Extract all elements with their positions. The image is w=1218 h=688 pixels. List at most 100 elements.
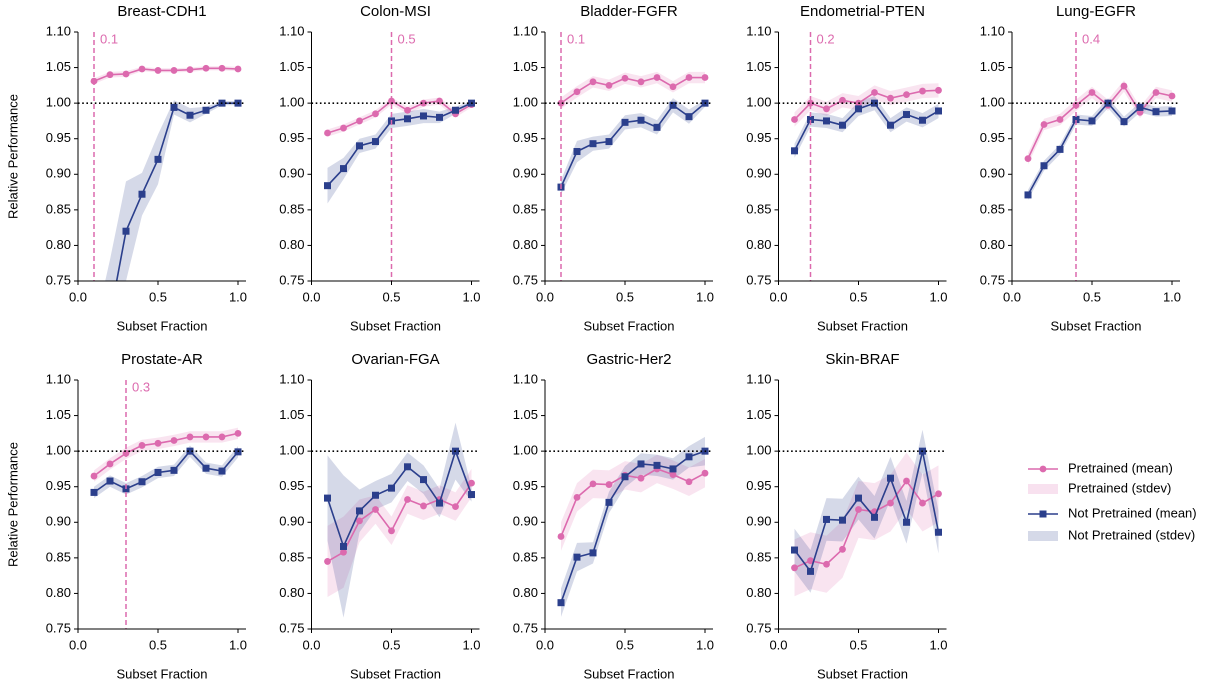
point bbox=[122, 227, 130, 235]
point bbox=[436, 113, 443, 121]
y-tick-label: 1.05 bbox=[513, 59, 538, 74]
point bbox=[1088, 117, 1096, 125]
y-tick-label: 0.95 bbox=[46, 130, 71, 145]
legend-patch bbox=[1028, 484, 1058, 494]
point bbox=[1072, 116, 1080, 124]
point bbox=[1168, 107, 1176, 115]
point bbox=[669, 83, 677, 91]
y-tick-label: 0.95 bbox=[279, 130, 304, 145]
y-tick-label: 0.90 bbox=[746, 514, 771, 529]
mean-line bbox=[327, 482, 473, 563]
x-tick-label: 1.0 bbox=[1163, 289, 1181, 304]
threshold-label: 0.5 bbox=[398, 31, 416, 46]
plot-area bbox=[557, 71, 709, 195]
panel: Bladder-FGFR 0.75 0.80 0.85 0.90 0.95 1.00 1.05… bbox=[513, 3, 714, 333]
point bbox=[154, 439, 162, 447]
plot-area bbox=[90, 64, 242, 281]
y-tick-label: 0.75 bbox=[46, 620, 71, 635]
panel: Ovarian-FGA 0.75 0.80 0.85 0.90 0.95 1.00 1.05 1… bbox=[279, 351, 480, 681]
stdev-band bbox=[794, 96, 939, 158]
y-axis-label: Relative Performance bbox=[5, 94, 20, 219]
y-tick-label: 0.80 bbox=[746, 585, 771, 600]
point bbox=[218, 467, 226, 475]
plot-area bbox=[791, 83, 942, 158]
point bbox=[887, 94, 894, 102]
point bbox=[340, 124, 347, 132]
point bbox=[605, 138, 613, 146]
point bbox=[356, 117, 363, 125]
mean-line bbox=[326, 448, 473, 549]
point bbox=[436, 499, 443, 507]
y-tick-label: 1.05 bbox=[46, 59, 71, 74]
point bbox=[324, 494, 331, 502]
point bbox=[807, 557, 814, 565]
point bbox=[637, 474, 645, 482]
point bbox=[807, 99, 814, 107]
point bbox=[669, 471, 677, 479]
point bbox=[839, 96, 846, 104]
point bbox=[324, 129, 331, 137]
point bbox=[621, 473, 629, 481]
y-tick-label: 0.85 bbox=[746, 201, 771, 216]
y-tick-label: 1.00 bbox=[746, 443, 771, 458]
stdev-band bbox=[561, 436, 705, 617]
y-tick-label: 1.00 bbox=[980, 95, 1005, 110]
point bbox=[138, 478, 146, 486]
point bbox=[90, 488, 98, 496]
point bbox=[605, 481, 613, 488]
y-tick-label: 0.80 bbox=[980, 237, 1005, 252]
point bbox=[637, 460, 645, 468]
point bbox=[919, 87, 926, 95]
point bbox=[653, 461, 661, 469]
point bbox=[1120, 82, 1128, 90]
panel-title: Skin-BRAF bbox=[825, 351, 899, 368]
point bbox=[340, 548, 347, 556]
point bbox=[903, 477, 910, 485]
point bbox=[653, 123, 661, 131]
y-tick-label: 1.00 bbox=[513, 95, 538, 110]
x-axis-label: Subset Fraction bbox=[583, 318, 674, 333]
y-tick-label: 0.75 bbox=[746, 620, 771, 635]
point bbox=[589, 140, 597, 148]
point bbox=[372, 110, 379, 118]
y-tick-label: 0.85 bbox=[513, 201, 538, 216]
point bbox=[340, 165, 347, 173]
y-tick-label: 0.80 bbox=[46, 585, 71, 600]
point bbox=[356, 142, 363, 150]
y-tick-label: 0.75 bbox=[279, 620, 304, 635]
y-tick-label: 1.10 bbox=[46, 23, 71, 38]
y-tick-label: 0.95 bbox=[279, 478, 304, 493]
y-tick-label: 1.10 bbox=[46, 371, 71, 386]
point bbox=[170, 103, 178, 111]
x-tick-label: 0.0 bbox=[536, 289, 554, 304]
point bbox=[557, 599, 565, 607]
point bbox=[1024, 155, 1032, 163]
x-tick-label: 1.0 bbox=[696, 637, 714, 652]
point bbox=[919, 116, 926, 124]
point bbox=[589, 78, 597, 86]
point bbox=[420, 476, 427, 484]
x-tick-label: 1.0 bbox=[929, 637, 947, 652]
point bbox=[106, 71, 114, 79]
plot-area bbox=[1024, 80, 1176, 200]
mean-line bbox=[560, 102, 706, 188]
stdev-band bbox=[561, 71, 705, 109]
y-tick-label: 1.10 bbox=[279, 371, 304, 386]
point bbox=[356, 507, 363, 515]
point bbox=[605, 81, 613, 89]
x-tick-label: 0.5 bbox=[149, 637, 167, 652]
point bbox=[621, 118, 629, 126]
legend-label: Pretrained (mean) bbox=[1068, 460, 1173, 475]
point bbox=[1152, 108, 1160, 116]
point bbox=[234, 65, 242, 73]
point bbox=[122, 70, 130, 78]
x-axis-label: Subset Fraction bbox=[116, 666, 207, 681]
stdev-band bbox=[1028, 80, 1172, 165]
x-tick-label: 1.0 bbox=[229, 289, 247, 304]
legend-label: Not Pretrained (mean) bbox=[1068, 505, 1197, 520]
threshold-label: 0.2 bbox=[817, 31, 835, 46]
x-axis-label: Subset Fraction bbox=[583, 666, 674, 681]
point bbox=[685, 453, 693, 461]
x-tick-label: 1.0 bbox=[929, 289, 947, 304]
